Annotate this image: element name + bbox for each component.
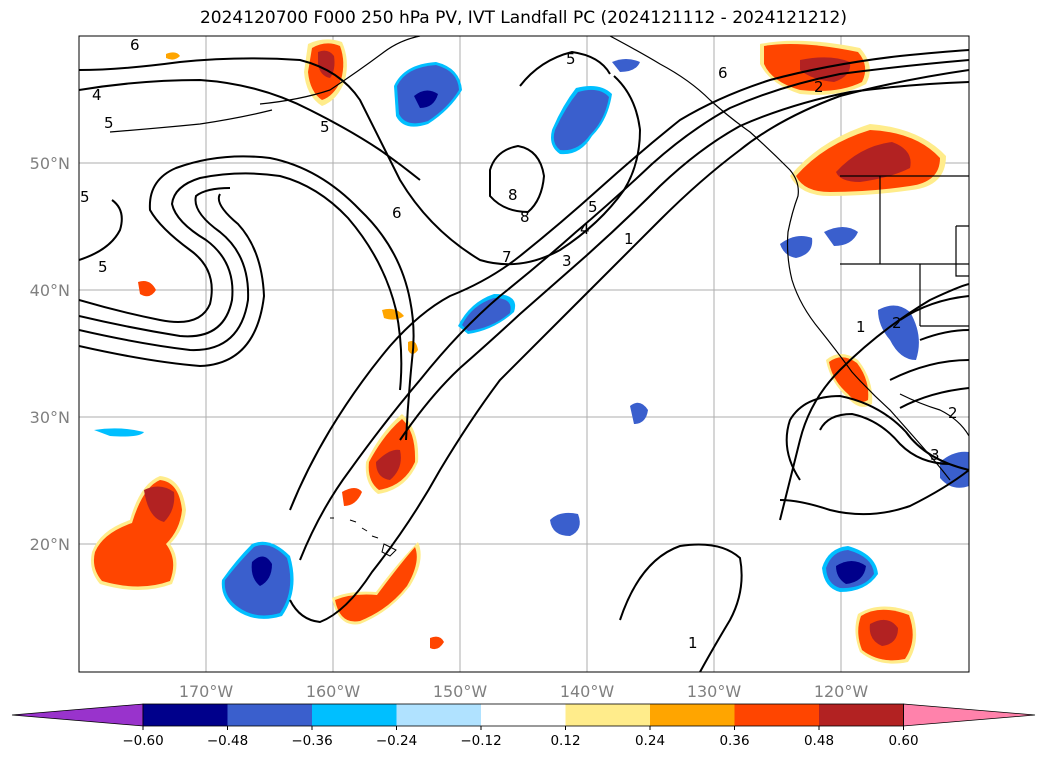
contour-label: 1 bbox=[688, 634, 698, 652]
colorbar-extend-min bbox=[11, 703, 144, 727]
colorbar: −0.60 −0.48 −0.36 −0.24 −0.12 0.12 0.24 0.36 0.4… bbox=[11, 703, 1036, 749]
colorbar-tick-label: 0.36 bbox=[719, 733, 749, 749]
contour-label: 8 bbox=[520, 208, 530, 226]
hawaiian-islands bbox=[330, 517, 397, 557]
colorbar-swatch bbox=[227, 704, 313, 726]
lon-label: 170°W bbox=[179, 682, 234, 701]
ivt-blob-small-2 bbox=[342, 488, 362, 506]
colorbar-swatch bbox=[650, 704, 735, 726]
lon-labels: 170°W 160°W 150°W 140°W 130°W 120°W bbox=[179, 682, 869, 701]
ivt-positive-anomalies bbox=[91, 39, 946, 664]
pv-contours bbox=[79, 49, 969, 672]
ivt-neg-midlat-1 bbox=[458, 294, 516, 334]
contour-label: 5 bbox=[104, 114, 114, 132]
lat-labels: 50°N 40°N 30°N 20°N bbox=[30, 154, 70, 554]
colorbar-tick-label: 0.48 bbox=[804, 733, 834, 749]
lat-label: 50°N bbox=[30, 154, 70, 173]
contour-label: 2 bbox=[892, 314, 902, 332]
ivt-blob-alaska bbox=[304, 39, 347, 106]
colorbar-tick-label: −0.24 bbox=[376, 733, 417, 749]
map-frame bbox=[78, 35, 970, 673]
contour-label: 7 bbox=[502, 248, 512, 266]
lon-label: 120°W bbox=[814, 682, 869, 701]
contour-label: 5 bbox=[98, 258, 108, 276]
contour-label: 6 bbox=[130, 36, 140, 54]
ivt-blob-pacific-northwest bbox=[760, 40, 870, 95]
colorbar-swatches bbox=[11, 703, 1036, 727]
ivt-blob-hawaii-south bbox=[332, 542, 421, 625]
ivt-neg-northeast-pacific bbox=[551, 86, 612, 155]
map-panel bbox=[79, 36, 969, 672]
pv-contour-labels: 6 4 5 5 5 5 6 5 8 8 7 5 4 3 1 6 2 1 2 2 … bbox=[80, 36, 958, 652]
colorbar-tick-label: 0.24 bbox=[635, 733, 665, 749]
colorbar-swatch bbox=[565, 704, 651, 726]
ivt-neg-small-4 bbox=[878, 305, 919, 360]
ivt-neg-west-1 bbox=[221, 541, 294, 619]
colorbar-tick-label: 0.12 bbox=[550, 733, 580, 749]
contour-label: 4 bbox=[580, 220, 590, 238]
ivt-neg-small-3 bbox=[824, 227, 858, 246]
colorbar-tick-label: 0.60 bbox=[888, 733, 918, 749]
colorbar-swatch bbox=[481, 704, 566, 726]
ivt-neg-south-1 bbox=[822, 546, 878, 592]
ivt-blob-small-1 bbox=[138, 281, 156, 297]
ivt-neg-small-5 bbox=[940, 451, 969, 488]
ivt-blob-california bbox=[826, 354, 873, 407]
colorbar-swatch bbox=[396, 704, 482, 726]
map-title: 2024120700 F000 250 hPa PV, IVT Landfall… bbox=[199, 8, 847, 28]
contour-label: 5 bbox=[80, 188, 90, 206]
colorbar-outline bbox=[142, 703, 904, 727]
ivt-neg-small-1 bbox=[612, 59, 640, 72]
lat-label: 20°N bbox=[30, 535, 70, 554]
ivt-neg-small-6 bbox=[550, 512, 580, 536]
colorbar-swatch bbox=[143, 704, 228, 726]
contour-label: 2 bbox=[948, 404, 958, 422]
ivt-negative-anomalies bbox=[94, 59, 969, 619]
ivt-blob-small-6 bbox=[166, 52, 180, 60]
ivt-blob-west-pacific bbox=[91, 476, 186, 590]
contour-label: 6 bbox=[718, 64, 728, 82]
contour-label: 3 bbox=[930, 446, 940, 464]
contour-label: 2 bbox=[814, 78, 824, 96]
colorbar-ticks: −0.60 −0.48 −0.36 −0.24 −0.12 0.12 0.24 0.36 0.4… bbox=[122, 726, 919, 749]
colorbar-tick-label: −0.12 bbox=[460, 733, 501, 749]
contour-label: 1 bbox=[624, 230, 634, 248]
lon-label: 150°W bbox=[433, 682, 488, 701]
colorbar-swatch bbox=[312, 704, 397, 726]
ivt-neg-small-8 bbox=[94, 428, 144, 437]
ivt-neg-gulf-alaska bbox=[394, 62, 462, 127]
colorbar-swatch bbox=[734, 704, 820, 726]
ivt-blob-small-3 bbox=[430, 636, 444, 650]
contour-label: 3 bbox=[562, 252, 572, 270]
lon-label: 160°W bbox=[306, 682, 361, 701]
ivt-blob-baja-south bbox=[855, 606, 917, 664]
colorbar-swatch bbox=[819, 704, 904, 726]
lon-label: 140°W bbox=[560, 682, 615, 701]
lon-label: 130°W bbox=[687, 682, 742, 701]
colorbar-tick-label: −0.60 bbox=[122, 733, 163, 749]
colorbar-extend-max bbox=[903, 703, 1036, 727]
contour-label: 5 bbox=[320, 118, 330, 136]
lat-label: 30°N bbox=[30, 408, 70, 427]
lat-label: 40°N bbox=[30, 281, 70, 300]
contour-label: 4 bbox=[92, 86, 102, 104]
contour-label: 5 bbox=[588, 198, 598, 216]
map-content: 6 4 5 5 5 5 6 5 8 8 7 5 4 3 1 6 2 1 2 2 … bbox=[79, 36, 969, 672]
colorbar-tick-label: −0.36 bbox=[291, 733, 332, 749]
contour-label: 8 bbox=[508, 186, 518, 204]
colorbar-tick-label: −0.48 bbox=[207, 733, 248, 749]
coastlines bbox=[109, 36, 969, 481]
contour-label: 1 bbox=[856, 318, 866, 336]
contour-label: 5 bbox=[566, 50, 576, 68]
ivt-blob-small-4 bbox=[382, 308, 404, 320]
ivt-neg-small-7 bbox=[630, 402, 648, 424]
contour-label: 6 bbox=[392, 204, 402, 222]
